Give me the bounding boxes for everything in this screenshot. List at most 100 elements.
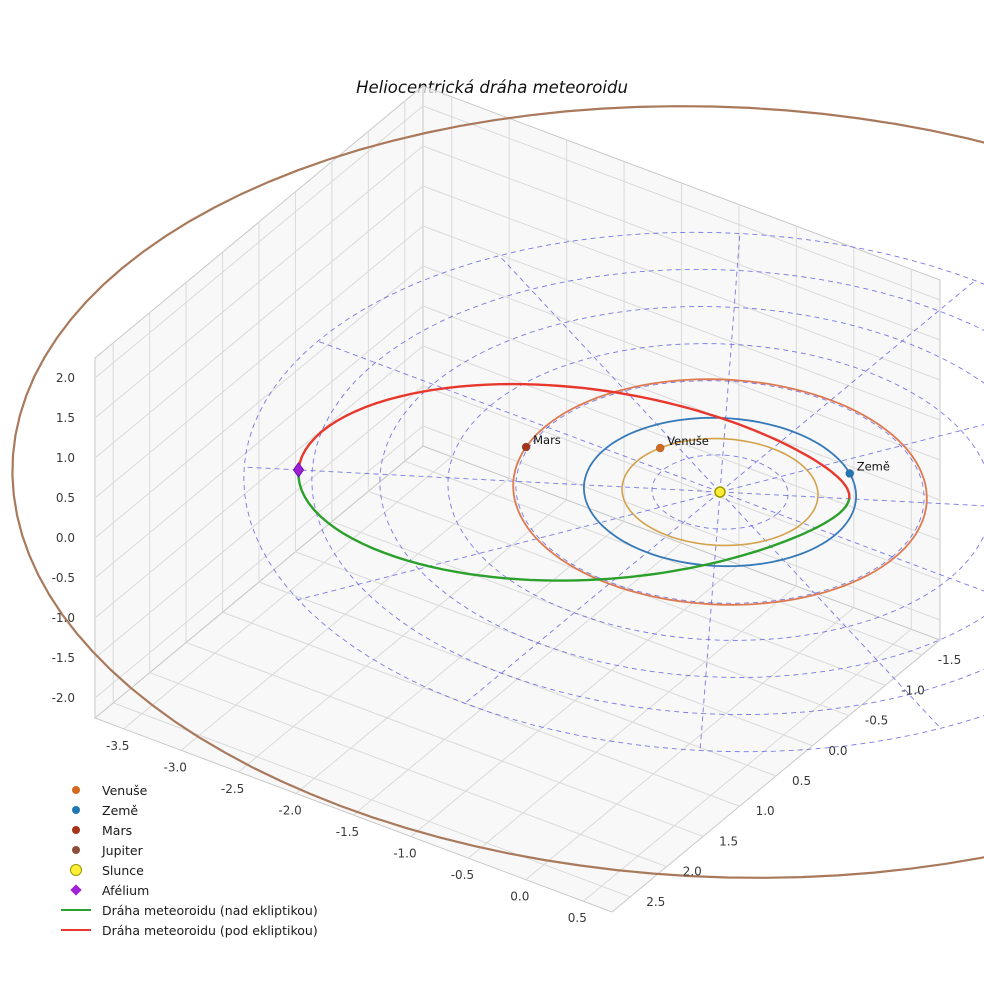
pane-gridline bbox=[94, 385, 424, 659]
meteoroid-path-above bbox=[297, 469, 851, 582]
line-icon bbox=[61, 908, 91, 912]
ecliptic-grid-spoke bbox=[719, 424, 984, 493]
legend-item: Země bbox=[58, 800, 318, 820]
z-tick-label: -1.5 bbox=[52, 651, 75, 665]
legend-item: Venuše bbox=[58, 780, 318, 800]
pane-gridline bbox=[422, 265, 941, 461]
ecliptic-grid-spoke bbox=[719, 233, 741, 493]
pane-gridline bbox=[94, 305, 424, 579]
legend-marker-line bbox=[58, 928, 94, 932]
pane-gridline bbox=[422, 425, 941, 621]
legend-item-label: Země bbox=[102, 802, 139, 818]
ecliptic-grid-spoke bbox=[699, 491, 721, 751]
y-tick-label: 1.0 bbox=[756, 804, 775, 818]
planet-orbits bbox=[11, 105, 984, 879]
legend-item: Slunce bbox=[58, 860, 318, 880]
z-tick-label: 0.0 bbox=[56, 531, 75, 545]
diamond-icon bbox=[70, 884, 82, 896]
legend-item: Dráha meteoroidu (nad ekliptikou) bbox=[58, 900, 318, 920]
meteoroid-orbit bbox=[297, 382, 851, 582]
pane-gridline bbox=[94, 225, 424, 499]
planet-label: Mars bbox=[533, 433, 561, 447]
pane-gridline bbox=[94, 105, 424, 379]
markers: Venuše Země Mars bbox=[292, 433, 890, 498]
ecliptic-grid-spoke bbox=[244, 466, 721, 493]
x-tick-label: 0.0 bbox=[510, 890, 529, 904]
legend-item-label: Dráha meteoroidu (nad ekliptikou) bbox=[102, 902, 318, 918]
ecliptic-grid bbox=[243, 231, 984, 753]
planet-marker bbox=[521, 442, 531, 452]
ecliptic-grid-circle bbox=[379, 306, 984, 678]
planet-orbit bbox=[512, 378, 928, 606]
legend-marker-diamond bbox=[58, 884, 94, 896]
pane-gridline bbox=[149, 672, 667, 868]
x-tick-label: -2.0 bbox=[278, 803, 301, 817]
y-tick-label: -1.5 bbox=[938, 653, 961, 667]
line-icon bbox=[61, 928, 91, 932]
pane-gridline bbox=[94, 185, 424, 459]
planet-label: Země bbox=[857, 459, 890, 473]
ecliptic-grid-circle bbox=[243, 231, 984, 753]
pane-gridline bbox=[94, 345, 424, 619]
z-tick-label: 2.0 bbox=[56, 371, 75, 385]
planet-label: Venuše bbox=[667, 434, 709, 448]
pane-gridline bbox=[94, 425, 424, 699]
dot-icon bbox=[72, 846, 80, 854]
pane-gridline bbox=[422, 185, 941, 381]
pane-gridline bbox=[422, 305, 941, 501]
tick-labels: -3.5 -3.0 -2.5 -2.0 -1.5 -1.0 -0.5 0.0 0.5 -1.5 -1… bbox=[52, 371, 962, 925]
ecliptic-grid-spoke bbox=[719, 491, 984, 507]
z-tick-label: 0.5 bbox=[56, 491, 75, 505]
legend-item: Jupiter bbox=[58, 840, 318, 860]
legend-item-label: Afélium bbox=[102, 882, 150, 898]
dot-icon bbox=[72, 786, 80, 794]
legend-marker-dot bbox=[58, 846, 94, 854]
planet-orbit bbox=[621, 437, 819, 547]
legend-marker-dot bbox=[58, 786, 94, 794]
legend-item-label: Venuše bbox=[102, 782, 148, 798]
pane-gridline bbox=[422, 105, 941, 301]
ecliptic-grid-circle bbox=[311, 268, 984, 716]
y-tick-label: -0.5 bbox=[865, 714, 888, 728]
ecliptic-grid-spoke bbox=[297, 491, 721, 601]
pane-gridline bbox=[422, 225, 941, 421]
y-tick-label: -1.0 bbox=[901, 683, 924, 697]
pane-gridline bbox=[422, 145, 941, 341]
x-tick-label: -3.5 bbox=[106, 739, 129, 753]
planet-orbit bbox=[11, 105, 984, 879]
pane-gridline bbox=[113, 702, 631, 898]
legend-marker-dot bbox=[58, 806, 94, 814]
pane-gridline bbox=[94, 265, 424, 539]
legend: Venuše Země Mars Jupiter Slunce Afélium Dráha … bbox=[58, 780, 318, 940]
pane-gridline bbox=[368, 490, 886, 686]
sun-marker bbox=[714, 486, 726, 498]
x-tick-label: -2.5 bbox=[221, 782, 244, 796]
z-tick-label: 1.5 bbox=[56, 411, 75, 425]
planet-orbit bbox=[582, 416, 858, 568]
dot-large-icon bbox=[70, 864, 82, 876]
z-tick-label: -1.0 bbox=[52, 611, 75, 625]
legend-marker-dot bbox=[58, 826, 94, 834]
pane-gridline bbox=[94, 145, 424, 419]
x-tick-label: -1.0 bbox=[393, 847, 416, 861]
x-tick-label: 0.5 bbox=[568, 911, 587, 925]
dot-icon bbox=[72, 826, 80, 834]
legend-marker-dot-large bbox=[58, 864, 94, 876]
z-tick-label: -2.0 bbox=[52, 691, 75, 705]
legend-item: Afélium bbox=[58, 880, 318, 900]
dot-icon bbox=[72, 806, 80, 814]
y-tick-label: 0.5 bbox=[792, 774, 811, 788]
y-tick-label: 0.0 bbox=[828, 744, 847, 758]
ecliptic-grid-spoke bbox=[719, 280, 976, 493]
aphelion-marker bbox=[292, 462, 305, 478]
y-tick-label: 1.5 bbox=[719, 834, 738, 848]
legend-item-label: Dráha meteoroidu (pod ekliptikou) bbox=[102, 922, 318, 938]
x-tick-label: -1.5 bbox=[336, 825, 359, 839]
x-tick-label: -0.5 bbox=[451, 868, 474, 882]
z-tick-label: -0.5 bbox=[52, 571, 75, 585]
legend-item: Dráha meteoroidu (pod ekliptikou) bbox=[58, 920, 318, 940]
pane-gridline bbox=[422, 385, 941, 581]
z-tick-label: 1.0 bbox=[56, 451, 75, 465]
